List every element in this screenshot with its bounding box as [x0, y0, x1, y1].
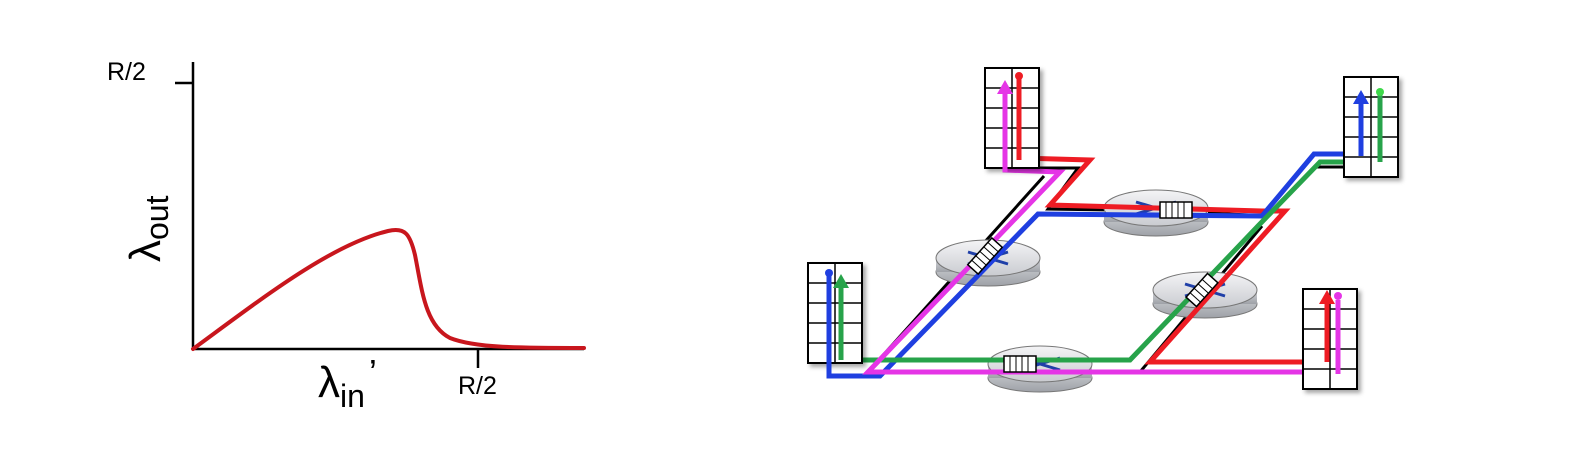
- buffer-mid-right: [1185, 272, 1219, 308]
- x-axis-subscript: in: [340, 378, 365, 414]
- throughput-plot: R/2 R/2 λout λin’: [107, 58, 586, 414]
- y-axis-symbol: λ: [121, 240, 170, 262]
- arrow-head-magenta-top: [997, 80, 1013, 94]
- buffer-top-left: [966, 236, 1004, 276]
- arrow-head-red-top: [1319, 290, 1335, 304]
- x-tick-label: R/2: [458, 372, 497, 400]
- throughput-curve: [191, 228, 586, 351]
- x-axis-label: λin’: [318, 352, 377, 414]
- arrow-head-green-top: [833, 274, 849, 288]
- host-top: [984, 67, 1040, 169]
- x-axis-prime: ’: [369, 352, 377, 393]
- flow-origin-blue-top: [825, 269, 833, 277]
- arrow-head-blue-top: [1353, 90, 1369, 104]
- network-diagram: [807, 67, 1399, 393]
- buffer-bottom: [1003, 355, 1037, 373]
- x-axis-symbol: λ: [318, 358, 340, 407]
- host-bottom-right: [1302, 288, 1358, 390]
- flow-origin-magenta-top: [1334, 292, 1342, 300]
- flow-origin-red-top: [1015, 72, 1023, 80]
- y-tick-label: R/2: [107, 58, 146, 86]
- flow-origin-green-top: [1376, 88, 1384, 96]
- buffer-top-middle: [1159, 201, 1193, 219]
- flow-red: [1016, 78, 1330, 365]
- flow-blue: [826, 100, 1364, 379]
- y-axis-subscript: out: [139, 195, 175, 240]
- host-left: [807, 262, 863, 364]
- host-top-right: [1343, 76, 1399, 178]
- y-axis-label: λout: [121, 195, 175, 262]
- host-flow-overlays: [826, 78, 1383, 376]
